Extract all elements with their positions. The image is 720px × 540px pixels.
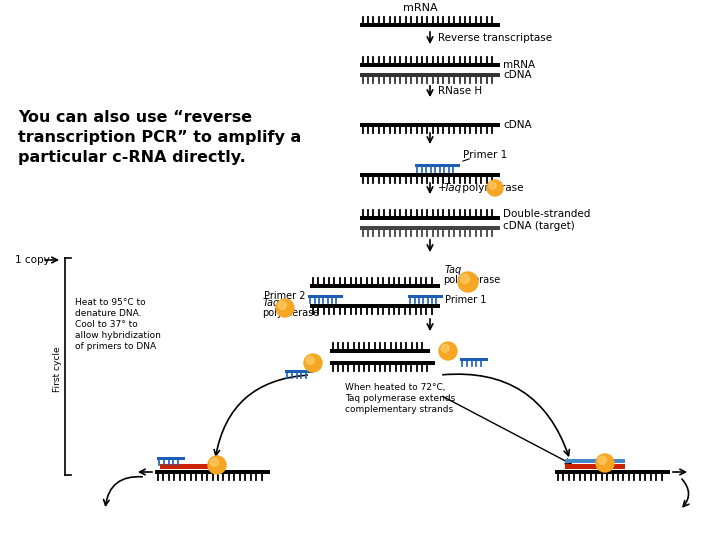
Bar <box>310 304 440 308</box>
Bar <box>460 357 488 361</box>
Text: Double-stranded
cDNA (target): Double-stranded cDNA (target) <box>503 209 590 231</box>
Bar <box>360 73 500 77</box>
Text: Taq: Taq <box>366 388 382 397</box>
Bar <box>555 470 670 474</box>
Text: Primer 1: Primer 1 <box>463 150 508 160</box>
Text: Taq: Taq <box>445 265 462 275</box>
Text: polymerase: polymerase <box>443 275 500 285</box>
Text: Primer 2: Primer 2 <box>264 291 306 301</box>
Circle shape <box>461 274 469 284</box>
Bar <box>160 464 210 469</box>
Text: Taq: Taq <box>263 298 280 308</box>
Text: Heat to 95°C to
denature DNA.
Cool to 37° to
allow hybridization
of primers to D: Heat to 95°C to denature DNA. Cool to 37… <box>75 298 161 352</box>
Text: mRNA: mRNA <box>402 3 437 13</box>
Text: polymerase: polymerase <box>262 308 319 318</box>
Circle shape <box>596 454 614 472</box>
Circle shape <box>304 354 322 372</box>
Text: Reverse transcriptase: Reverse transcriptase <box>438 33 552 43</box>
Circle shape <box>306 356 315 365</box>
Bar <box>415 164 460 166</box>
Circle shape <box>441 345 449 353</box>
Bar <box>330 361 435 365</box>
Text: Primer 1: Primer 1 <box>445 295 487 305</box>
Circle shape <box>278 301 287 309</box>
Bar <box>310 284 440 288</box>
Circle shape <box>208 456 226 474</box>
Bar <box>408 294 443 298</box>
Bar <box>360 173 500 177</box>
Circle shape <box>210 458 218 467</box>
Bar <box>157 456 185 460</box>
Bar <box>360 23 500 27</box>
Bar <box>360 216 500 220</box>
Text: mRNA: mRNA <box>503 60 535 70</box>
Bar <box>360 226 500 230</box>
Bar <box>285 369 313 373</box>
Circle shape <box>458 272 478 292</box>
Circle shape <box>439 342 457 360</box>
Text: cDNA: cDNA <box>503 120 531 130</box>
Text: First cycle: First cycle <box>53 346 63 392</box>
Text: When heated to 72°C,
Taq polymerase extends
complementary strands: When heated to 72°C, Taq polymerase exte… <box>345 383 455 414</box>
Text: You can also use “reverse
transcription PCR” to amplify a
particular c-RNA direc: You can also use “reverse transcription … <box>18 110 301 165</box>
Circle shape <box>489 182 496 189</box>
Bar <box>565 459 625 463</box>
Text: 1 copy: 1 copy <box>15 255 50 265</box>
Bar <box>360 63 500 67</box>
Bar <box>155 470 270 474</box>
Bar <box>308 294 343 298</box>
Text: RNase H: RNase H <box>438 86 482 96</box>
Circle shape <box>487 180 503 196</box>
Text: Taq: Taq <box>444 183 462 193</box>
Circle shape <box>598 456 606 464</box>
Bar <box>565 464 625 469</box>
Bar <box>330 349 430 353</box>
Text: polymerase: polymerase <box>459 183 523 193</box>
Bar <box>360 123 500 127</box>
Text: cDNA: cDNA <box>503 70 531 80</box>
Circle shape <box>276 299 294 317</box>
Text: +: + <box>438 183 450 193</box>
